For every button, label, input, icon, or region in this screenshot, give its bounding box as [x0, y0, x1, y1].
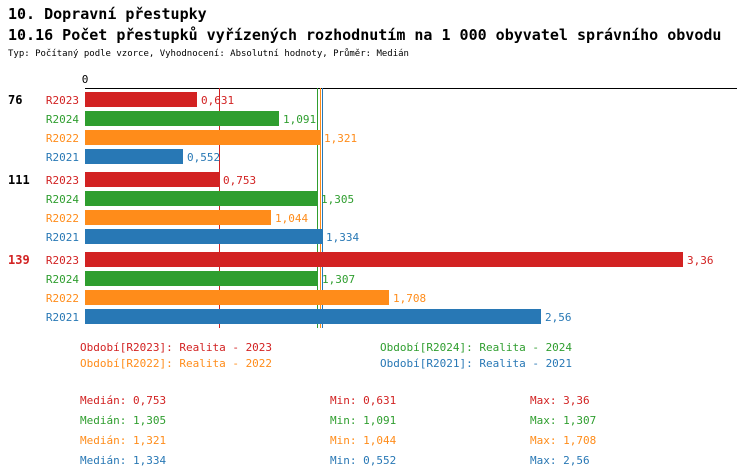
- series-label-111-r2024: R2024: [45, 193, 79, 206]
- value-label-111-r2021: 1,334: [326, 231, 360, 244]
- value-label-139-r2023: 3,36: [687, 254, 714, 267]
- series-label-76-r2023: R2023: [45, 94, 79, 107]
- bar-139-r2022: [85, 290, 389, 305]
- value-label-139-r2021: 2,56: [545, 311, 572, 324]
- legend-item-r2021: Období[R2021]: Realita - 2021: [380, 357, 573, 370]
- bar-76-r2024: [85, 111, 279, 126]
- series-label-139-r2024: R2024: [45, 273, 79, 286]
- stat-median-r2021: Medián: 1,334: [80, 454, 167, 467]
- group-label-111: 111: [8, 173, 30, 187]
- stat-max-r2023: Max: 3,36: [530, 394, 590, 407]
- median-line-r2021: [322, 88, 323, 328]
- value-label-76-r2023: 0,631: [201, 94, 235, 107]
- median-line-r2023: [219, 88, 220, 328]
- series-label-111-r2022: R2022: [45, 212, 79, 225]
- series-label-76-r2024: R2024: [45, 113, 79, 126]
- series-label-111-r2021: R2021: [45, 231, 79, 244]
- series-label-111-r2023: R2023: [45, 174, 79, 187]
- bar-111-r2022: [85, 210, 271, 225]
- legend-item-r2024: Období[R2024]: Realita - 2024: [380, 341, 573, 354]
- value-label-111-r2022: 1,044: [275, 212, 309, 225]
- median-line-r2022: [320, 88, 321, 328]
- stat-median-r2024: Medián: 1,305: [80, 414, 167, 427]
- bar-139-r2021: [85, 309, 541, 324]
- stat-max-r2024: Max: 1,307: [530, 414, 597, 427]
- bar-139-r2023: [85, 252, 683, 267]
- legend-item-r2022: Období[R2022]: Realita - 2022: [80, 357, 273, 370]
- series-label-139-r2023: R2023: [45, 254, 79, 267]
- group-label-76: 76: [8, 93, 23, 107]
- value-label-139-r2022: 1,708: [393, 292, 427, 305]
- chart-meta: Typ: Počítaný podle vzorce, Vyhodnocení:…: [8, 49, 409, 59]
- x-axis-zero-label: 0: [81, 73, 89, 86]
- bar-111-r2023: [85, 172, 219, 187]
- value-label-76-r2021: 0,552: [187, 151, 221, 164]
- bar-111-r2021: [85, 229, 322, 244]
- stat-min-r2023: Min: 0,631: [330, 394, 397, 407]
- series-label-76-r2021: R2021: [45, 151, 79, 164]
- stat-median-r2023: Medián: 0,753: [80, 394, 167, 407]
- bar-76-r2021: [85, 149, 183, 164]
- group-label-139: 139: [8, 253, 30, 267]
- value-label-76-r2022: 1,321: [324, 132, 358, 145]
- bar-76-r2023: [85, 92, 197, 107]
- value-label-111-r2024: 1,305: [321, 193, 355, 206]
- bar-139-r2024: [85, 271, 318, 286]
- value-label-139-r2024: 1,307: [322, 273, 356, 286]
- bar-76-r2022: [85, 130, 320, 145]
- chart-title: 10.16 Počet přestupků vyřízených rozhodn…: [8, 26, 722, 44]
- series-label-139-r2022: R2022: [45, 292, 79, 305]
- stat-min-r2024: Min: 1,091: [330, 414, 397, 427]
- median-line-r2024: [317, 88, 318, 328]
- stat-median-r2022: Medián: 1,321: [80, 434, 167, 447]
- x-axis-line: [85, 88, 737, 89]
- value-label-76-r2024: 1,091: [283, 113, 317, 126]
- stat-max-r2021: Max: 2,56: [530, 454, 590, 467]
- series-label-139-r2021: R2021: [45, 311, 79, 324]
- bar-chart: 0 76 R2023 0,631 R2024 1,091 R2022 1,321 R2021 0,…: [0, 73, 750, 332]
- page-title: 10. Dopravní přestupky: [8, 5, 207, 23]
- stat-max-r2022: Max: 1,708: [530, 434, 597, 447]
- stat-min-r2021: Min: 0,552: [330, 454, 397, 467]
- value-label-111-r2023: 0,753: [223, 174, 257, 187]
- bar-111-r2024: [85, 191, 317, 206]
- stat-min-r2022: Min: 1,044: [330, 434, 397, 447]
- series-label-76-r2022: R2022: [45, 132, 79, 145]
- legend-item-r2023: Období[R2023]: Realita - 2023: [80, 341, 273, 354]
